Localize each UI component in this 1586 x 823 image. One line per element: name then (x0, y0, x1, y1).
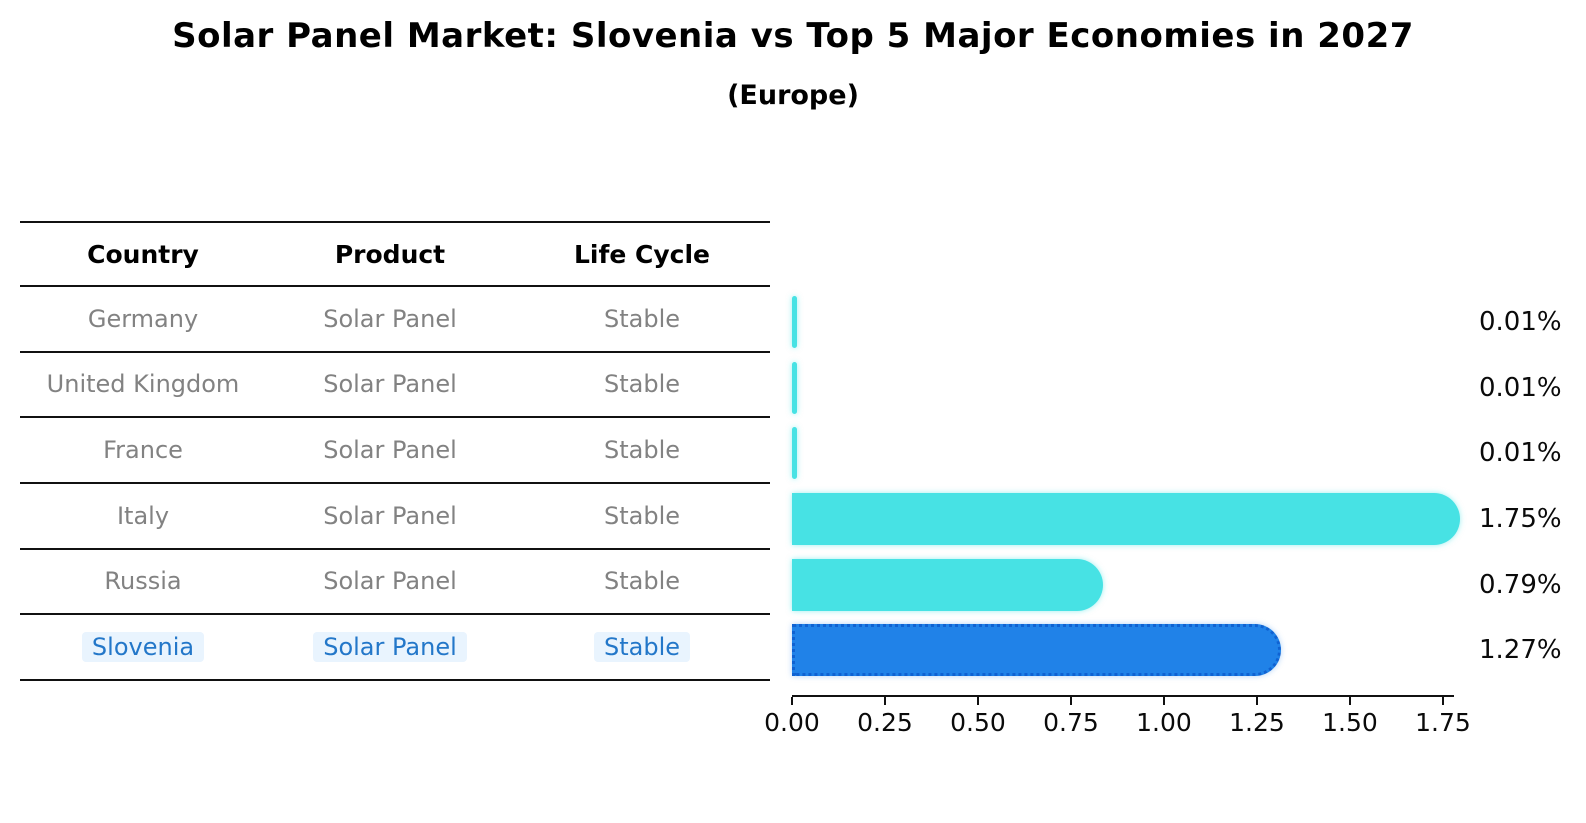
country-table: Country Product Life Cycle Germany Solar Pan… (20, 221, 770, 681)
table-cell-slovenia-0: Slovenia (20, 632, 266, 663)
chart-subtitle: (Europe) (727, 80, 859, 111)
table-cell-united-kingdom-2: Stable (514, 370, 770, 398)
column-header-country: Country (87, 239, 199, 269)
table-row-russia: Russia Solar Panel Stable (20, 550, 770, 616)
x-tick-mark-1.75 (1442, 697, 1444, 705)
table-cell-france-2: Stable (514, 436, 770, 464)
x-tick-label-0.75: 0.75 (1043, 708, 1099, 737)
x-tick-label-0.25: 0.25 (857, 708, 913, 737)
x-tick-label-1.75: 1.75 (1415, 708, 1471, 737)
table-cell-text: Stable (603, 436, 681, 465)
x-tick-mark-1.00 (1163, 697, 1165, 705)
x-tick-label-1.25: 1.25 (1229, 708, 1285, 737)
table-row-germany: Germany Solar Panel Stable (20, 287, 770, 353)
bar-russia (792, 558, 1103, 611)
value-label-slovenia: 1.27% (1479, 635, 1562, 666)
bar-slovenia (792, 624, 1282, 677)
table-row-slovenia: Slovenia Solar Panel Stable (20, 615, 770, 681)
chart-title: Solar Panel Market: Slovenia vs Top 5 Ma… (172, 16, 1414, 56)
value-label-italy: 1.75% (1479, 503, 1562, 534)
column-header-product: Product (334, 239, 446, 269)
bar-united-kingdom (792, 361, 797, 414)
x-axis-line (792, 695, 1455, 697)
x-tick-mark-0.00 (791, 697, 793, 705)
x-tick-label-1.50: 1.50 (1322, 708, 1378, 737)
table-row-france: France Solar Panel Stable (20, 418, 770, 484)
value-label-united-kingdom: 0.01% (1479, 372, 1562, 403)
table-cell-text: Italy (116, 501, 170, 530)
table-cell-russia-2: Stable (514, 567, 770, 595)
table-row-italy: Italy Solar Panel Stable (20, 484, 770, 550)
table-cell-united-kingdom-0: United Kingdom (20, 370, 266, 398)
bar-france (792, 427, 797, 480)
value-label-russia: 0.79% (1479, 569, 1562, 600)
table-cell-france-0: France (20, 436, 266, 464)
table-cell-text: Stable (593, 632, 691, 663)
table-row-united-kingdom: United Kingdom Solar Panel Stable (20, 353, 770, 419)
x-tick-mark-1.25 (1256, 697, 1258, 705)
table-cell-text: Stable (603, 567, 681, 596)
table-cell-germany-0: Germany (20, 305, 266, 333)
table-cell-text: France (103, 436, 183, 465)
x-tick-label-1.00: 1.00 (1136, 708, 1192, 737)
x-tick-label-0.00: 0.00 (764, 708, 820, 737)
table-cell-germany-1: Solar Panel (266, 305, 514, 333)
x-tick-label-0.50: 0.50 (950, 708, 1006, 737)
table-cell-text: Solar Panel (323, 436, 457, 465)
table-cell-united-kingdom-1: Solar Panel (266, 370, 514, 398)
x-tick-mark-1.50 (1349, 697, 1351, 705)
bar-germany (792, 295, 797, 348)
table-cell-text: Solar Panel (323, 501, 457, 530)
table-cell-text: Solar Panel (313, 632, 467, 663)
table-cell-text: Slovenia (81, 632, 205, 663)
table-cell-text: Russia (104, 567, 182, 596)
table-cell-text: Germany (87, 304, 199, 333)
table-cell-text: Solar Panel (323, 370, 457, 399)
table-header-row: Country Product Life Cycle (20, 221, 770, 287)
x-tick-mark-0.25 (884, 697, 886, 705)
table-cell-france-1: Solar Panel (266, 436, 514, 464)
table-cell-russia-0: Russia (20, 567, 266, 595)
x-tick-mark-0.50 (977, 697, 979, 705)
table-cell-text: Stable (603, 501, 681, 530)
table-cell-text: United Kingdom (46, 370, 240, 399)
table-cell-italy-1: Solar Panel (266, 502, 514, 530)
table-cell-italy-0: Italy (20, 502, 266, 530)
table-cell-russia-1: Solar Panel (266, 567, 514, 595)
table-cell-text: Stable (603, 304, 681, 333)
table-cell-slovenia-2: Stable (514, 632, 770, 663)
bar-italy (792, 492, 1460, 545)
table-cell-italy-2: Stable (514, 502, 770, 530)
table-cell-text: Solar Panel (323, 304, 457, 333)
table-cell-slovenia-1: Solar Panel (266, 632, 514, 663)
value-label-germany: 0.01% (1479, 306, 1562, 337)
table-cell-germany-2: Stable (514, 305, 770, 333)
x-tick-mark-0.75 (1070, 697, 1072, 705)
table-cell-text: Solar Panel (323, 567, 457, 596)
table-cell-text: Stable (603, 370, 681, 399)
column-header-life-cycle: Life Cycle (573, 239, 711, 269)
value-label-france: 0.01% (1479, 438, 1562, 469)
